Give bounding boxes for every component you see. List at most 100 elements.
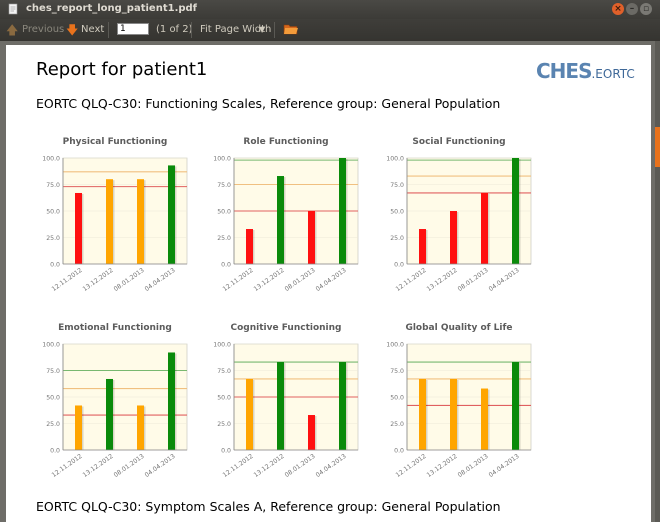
bar [450, 378, 457, 450]
y-tick-label: 25.0 [46, 421, 60, 428]
next-arrow-icon[interactable]: 🡇 [66, 23, 79, 37]
bar-shadow [82, 406, 84, 450]
vertical-scrollbar[interactable] [655, 41, 660, 522]
chart-title: Global Quality of Life [405, 323, 513, 333]
bar-shadow [175, 353, 177, 450]
x-tick-label: 08.01.2013 [457, 453, 490, 479]
window-titlebar: ches_report_long_patient1.pdf – ▫ × [0, 0, 660, 19]
x-tick-label: 12.11.2012 [395, 267, 428, 293]
bar [277, 362, 284, 450]
toolbar-separator [191, 22, 192, 38]
x-tick-label: 08.01.2013 [284, 453, 317, 479]
y-tick-label: 0.0 [221, 448, 231, 455]
bar-shadow [113, 379, 115, 450]
y-tick-label: 50.0 [390, 209, 404, 216]
toolbar-separator [108, 22, 109, 38]
bar [137, 179, 144, 264]
previous-button[interactable]: Previous [22, 24, 65, 35]
report-title: Report for patient1 [36, 59, 208, 80]
y-tick-label: 75.0 [46, 368, 60, 375]
page-number-input[interactable]: 1 [117, 23, 149, 35]
bar [419, 229, 426, 264]
bar [277, 176, 284, 264]
bar [481, 192, 488, 264]
scrollbar-thumb[interactable] [655, 127, 660, 167]
bar-shadow [144, 180, 146, 264]
x-tick-label: 08.01.2013 [457, 267, 490, 293]
chevron-down-icon[interactable]: ▼ [259, 25, 266, 34]
x-tick-label: 13.12.2012 [253, 267, 286, 293]
bar-shadow [315, 212, 317, 264]
chart-svg: 0.0 25.0 50.0 75.0 100.0 12.11.201213.12.2012… [42, 342, 188, 479]
x-tick-label: 12.11.2012 [51, 267, 84, 293]
chart-title: Cognitive Functioning [230, 323, 342, 333]
next-button[interactable]: Next [81, 24, 105, 35]
document-viewer-icon [8, 3, 18, 15]
maximize-icon[interactable]: ▫ [640, 3, 652, 15]
x-tick-label: 13.12.2012 [426, 267, 459, 293]
x-tick-label: 12.11.2012 [222, 453, 255, 479]
x-tick-label: 13.12.2012 [82, 267, 115, 293]
bar [450, 211, 457, 264]
x-tick-label: 04.04.2013 [488, 453, 521, 479]
bar-shadow [457, 212, 459, 264]
bar-shadow [426, 230, 428, 264]
y-tick-label: 0.0 [394, 448, 404, 455]
chart-global-quality-of-life: Global Quality of Life 0.0 25.0 50.0 75.0 100… [379, 323, 539, 508]
chart-svg: 0.0 25.0 50.0 75.0 100.0 12.11.201213.12.2012… [386, 342, 532, 479]
bar-shadow [346, 363, 348, 450]
document-viewer[interactable]: Report for patient1 CHES.EORTC EORTC QLQ… [0, 41, 655, 522]
chart-title: Emotional Functioning [58, 323, 172, 333]
chart-svg: 0.0 25.0 50.0 75.0 100.0 12.11.201213.12.2012… [386, 156, 532, 293]
bar [75, 192, 82, 264]
y-tick-label: 100.0 [42, 342, 60, 349]
y-tick-label: 25.0 [390, 235, 404, 242]
x-tick-label: 13.12.2012 [82, 453, 115, 479]
toolbar-separator [274, 22, 275, 38]
bar [308, 211, 315, 264]
toolbar: 🡅 Previous 🡇 Next 1 (1 of 2) Fit Page Wi… [0, 19, 660, 41]
chart-physical-functioning: Physical Functioning 0.0 25.0 50.0 75.0 100.0… [35, 137, 195, 322]
chart-title: Role Functioning [243, 137, 329, 147]
bar-shadow [519, 363, 521, 450]
pdf-page: Report for patient1 CHES.EORTC EORTC QLQ… [6, 45, 651, 522]
y-tick-label: 75.0 [46, 182, 60, 189]
chart-social-functioning: Social Functioning 0.0 25.0 50.0 75.0 100.0 12… [379, 137, 539, 322]
bar-shadow [426, 379, 428, 450]
y-tick-label: 50.0 [217, 395, 231, 402]
close-icon[interactable]: × [612, 3, 624, 15]
chart-cognitive-functioning: Cognitive Functioning 0.0 25.0 50.0 75.0 100.… [206, 323, 366, 508]
x-tick-label: 08.01.2013 [113, 267, 146, 293]
x-tick-label: 04.04.2013 [144, 453, 177, 479]
x-tick-label: 13.12.2012 [426, 453, 459, 479]
bar-shadow [284, 177, 286, 264]
y-tick-label: 50.0 [217, 209, 231, 216]
window-title: ches_report_long_patient1.pdf [26, 3, 198, 14]
bar [419, 378, 426, 450]
y-tick-label: 75.0 [217, 182, 231, 189]
minimize-icon[interactable]: – [626, 3, 638, 15]
bar [246, 378, 253, 450]
bar [512, 158, 519, 264]
bar-shadow [82, 193, 84, 264]
bar [106, 179, 113, 264]
bar-shadow [175, 166, 177, 264]
open-folder-icon[interactable] [283, 22, 299, 36]
y-tick-label: 100.0 [213, 156, 231, 163]
y-tick-label: 50.0 [390, 395, 404, 402]
bar [137, 405, 144, 450]
bar [339, 362, 346, 450]
chart-svg: 0.0 25.0 50.0 75.0 100.0 12.11.201213.12.2012… [42, 156, 188, 293]
y-tick-label: 100.0 [213, 342, 231, 349]
bar-shadow [253, 379, 255, 450]
bar-shadow [315, 416, 317, 450]
y-tick-label: 25.0 [46, 235, 60, 242]
chart-svg: 0.0 25.0 50.0 75.0 100.0 12.11.201213.12.2012… [213, 156, 359, 293]
zoom-select[interactable]: Fit Page Width [200, 24, 272, 35]
bar-shadow [253, 230, 255, 264]
y-tick-label: 100.0 [386, 342, 404, 349]
bar-shadow [346, 159, 348, 264]
y-tick-label: 75.0 [217, 368, 231, 375]
previous-arrow-icon[interactable]: 🡅 [6, 23, 19, 37]
bar [246, 229, 253, 264]
